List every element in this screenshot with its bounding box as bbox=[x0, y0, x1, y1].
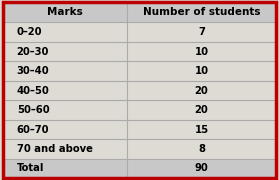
Text: 7: 7 bbox=[198, 27, 205, 37]
Bar bbox=[127, 81, 276, 100]
Bar bbox=[127, 139, 276, 159]
Text: 90: 90 bbox=[195, 163, 208, 174]
Bar bbox=[3, 42, 127, 61]
Bar bbox=[127, 42, 276, 61]
Text: 0–20: 0–20 bbox=[17, 27, 42, 37]
Bar bbox=[3, 100, 127, 120]
Text: 20–30: 20–30 bbox=[17, 47, 49, 57]
Text: 60–70: 60–70 bbox=[17, 125, 49, 134]
Text: Marks: Marks bbox=[47, 7, 83, 17]
Text: 70 and above: 70 and above bbox=[17, 144, 93, 154]
Text: 30–40: 30–40 bbox=[17, 66, 49, 76]
Text: 20: 20 bbox=[195, 105, 208, 115]
Text: 10: 10 bbox=[194, 47, 209, 57]
Bar bbox=[127, 100, 276, 120]
Bar bbox=[3, 81, 127, 100]
Bar bbox=[3, 120, 127, 139]
Text: 15: 15 bbox=[194, 125, 209, 134]
Bar bbox=[127, 61, 276, 81]
Bar bbox=[127, 22, 276, 42]
Bar bbox=[3, 2, 127, 22]
Text: 40–50: 40–50 bbox=[17, 86, 49, 96]
Text: Number of students: Number of students bbox=[143, 7, 260, 17]
Bar bbox=[3, 139, 127, 159]
Text: 8: 8 bbox=[198, 144, 205, 154]
Bar bbox=[3, 61, 127, 81]
Text: 20: 20 bbox=[195, 86, 208, 96]
Text: 10: 10 bbox=[194, 66, 209, 76]
Bar bbox=[3, 159, 127, 178]
Bar bbox=[3, 22, 127, 42]
Bar bbox=[127, 120, 276, 139]
Bar bbox=[127, 2, 276, 22]
Bar bbox=[127, 159, 276, 178]
Text: 50–60: 50–60 bbox=[17, 105, 49, 115]
Text: Total: Total bbox=[17, 163, 44, 174]
